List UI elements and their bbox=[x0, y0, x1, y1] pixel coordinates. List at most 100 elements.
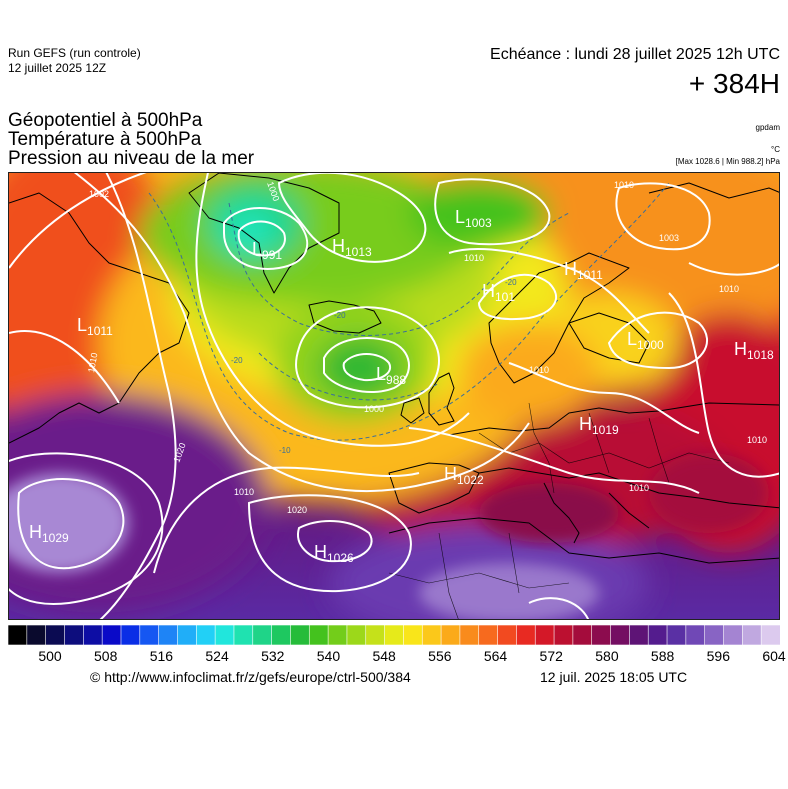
color-scale-swatch bbox=[742, 624, 762, 646]
generation-timestamp: 12 juil. 2025 18:05 UTC bbox=[540, 669, 688, 685]
pressure-center-h-1019: H1019 bbox=[579, 414, 619, 437]
pressure-center-l-991: L991 bbox=[252, 239, 282, 262]
parameter-pressure: Pression au niveau de la mer bbox=[8, 148, 255, 169]
pressure-extremes: [Max 1028.6 | Min 988.2] hPa bbox=[675, 157, 780, 166]
isobar-label: 1010 bbox=[529, 365, 549, 375]
color-scale-swatch bbox=[45, 624, 66, 646]
color-scale-swatch bbox=[26, 624, 47, 646]
isobar-label: 1010 bbox=[719, 284, 739, 294]
weather-map-canvas: H1029 H1026 H1022 H1019 H1018 H1013 H101… bbox=[9, 173, 779, 619]
isotherms bbox=[148, 182, 670, 441]
isobar-label: 1000 bbox=[364, 404, 384, 414]
isotherm-label: -20 bbox=[505, 278, 517, 287]
color-scale-swatch bbox=[158, 624, 179, 646]
color-scale-swatch bbox=[308, 624, 329, 646]
color-scale-swatch bbox=[685, 624, 706, 646]
color-scale-tick-label: 572 bbox=[539, 648, 563, 664]
color-scale-swatch bbox=[139, 624, 160, 646]
isobars bbox=[9, 173, 779, 619]
color-scale-swatch bbox=[64, 624, 85, 646]
pressure-center-h-1026: H1026 bbox=[314, 542, 354, 565]
color-scale-swatch bbox=[83, 624, 103, 646]
color-scale-swatch bbox=[629, 624, 649, 646]
color-scale-swatch bbox=[591, 624, 612, 646]
color-scale-swatch bbox=[497, 624, 518, 646]
color-scale-tick-label: 604 bbox=[762, 648, 786, 664]
forecast-horizon: + 384H bbox=[688, 68, 780, 99]
color-scale-swatch bbox=[252, 624, 273, 646]
color-scale-tick-label: 500 bbox=[38, 648, 62, 664]
isobar-label: 1020 bbox=[287, 505, 307, 515]
color-scale-swatch bbox=[7, 624, 28, 646]
isobar-label: 1002 bbox=[89, 189, 109, 199]
pressure-center-h-1022: H1022 bbox=[444, 464, 484, 487]
color-scale-tick-label: 516 bbox=[149, 648, 174, 664]
color-scale-swatch bbox=[610, 624, 631, 646]
color-scale-swatch bbox=[271, 624, 292, 646]
color-scale-tick-label: 596 bbox=[706, 648, 730, 664]
color-scale-swatch bbox=[421, 624, 442, 646]
color-scale-svg bbox=[7, 624, 781, 646]
run-name: Run GEFS (run controle) bbox=[8, 46, 141, 60]
parameter-geopotential: Géopotentiel à 500hPa bbox=[8, 110, 203, 131]
color-scale-swatch bbox=[384, 624, 405, 646]
color-scale-swatch bbox=[553, 624, 574, 646]
color-scale-tick-label: 548 bbox=[372, 648, 396, 664]
isotherm-label: -20 bbox=[231, 356, 243, 365]
pressure-centers: H1029 H1026 H1022 H1019 H1018 H1013 H101… bbox=[29, 207, 774, 565]
color-scale-swatch bbox=[403, 624, 424, 646]
color-scale-swatch bbox=[704, 624, 725, 646]
forecast-valid-time: Echéance : lundi 28 juillet 2025 12h UTC bbox=[490, 46, 780, 63]
color-scale-swatch bbox=[214, 624, 235, 646]
color-scale-tick-label: 508 bbox=[94, 648, 118, 664]
isobar-label: 1010 bbox=[234, 487, 254, 497]
color-scale-swatch bbox=[459, 624, 480, 646]
color-scale-bar bbox=[7, 624, 781, 646]
color-scale-swatch bbox=[195, 624, 216, 646]
isotherm-label: -20 bbox=[334, 311, 346, 320]
isobar-label: 1010 bbox=[464, 253, 484, 263]
pressure-center-h-1013: H1013 bbox=[332, 236, 372, 259]
coastlines bbox=[9, 173, 779, 564]
color-scale-tick-label: 532 bbox=[261, 648, 285, 664]
color-scale-tick-label: 564 bbox=[483, 648, 508, 664]
run-date: 12 juillet 2025 12Z bbox=[8, 61, 107, 75]
color-scale-ticks: 500 508 516 524 532 540 548 556 564 572 580 588 596 6… bbox=[8, 648, 785, 666]
color-scale-tick-label: 580 bbox=[595, 648, 619, 664]
isobar-label: 1010 bbox=[629, 483, 649, 493]
color-scale-swatch bbox=[666, 624, 687, 646]
geopotential-field bbox=[9, 173, 779, 619]
isobar-label: 1010 bbox=[614, 180, 634, 190]
color-scale-swatch bbox=[327, 624, 348, 646]
color-scale-swatch bbox=[760, 624, 781, 646]
unit-temperature: °C bbox=[771, 145, 780, 154]
source-credit: © http://www.infoclimat.fr/z/gefs/europe… bbox=[90, 669, 411, 685]
pressure-center-h-101: H101 bbox=[482, 281, 515, 304]
color-scale-swatch bbox=[572, 624, 593, 646]
pressure-center-h-1011: H1011 bbox=[564, 259, 603, 282]
isotherm-label: -10 bbox=[279, 446, 291, 455]
country-borders bbox=[388, 402, 730, 619]
color-scale-swatch bbox=[346, 624, 367, 646]
color-scale-swatch bbox=[233, 624, 254, 646]
pressure-center-h-1018: H1018 bbox=[734, 339, 774, 362]
color-scale-tick-label: 556 bbox=[428, 648, 452, 664]
color-scale-swatch bbox=[516, 624, 537, 646]
color-scale-swatch bbox=[534, 624, 555, 646]
isobar-labels: 1002 1010 1020 1000 1010 1020 1010 1003 … bbox=[86, 180, 767, 515]
pressure-center-l-1000: L1000 bbox=[627, 329, 664, 352]
pressure-center-l-1011: L1011 bbox=[77, 315, 113, 338]
isotherm-labels: -20 -20 -20 -10 bbox=[231, 278, 517, 455]
color-scale-swatch bbox=[723, 624, 744, 646]
pressure-center-l-1003: L1003 bbox=[455, 207, 492, 230]
isobar-label: 1010 bbox=[747, 435, 767, 445]
color-scale-tick-label: 540 bbox=[316, 648, 341, 664]
pressure-center-l-988: L988 bbox=[376, 364, 406, 387]
isobar-label: 1003 bbox=[659, 233, 679, 243]
isobar-label: 1010 bbox=[86, 352, 99, 373]
weather-map: H1029 H1026 H1022 H1019 H1018 H1013 H101… bbox=[8, 172, 780, 620]
color-scale-swatch bbox=[647, 624, 668, 646]
color-scale-tick-label: 524 bbox=[205, 648, 229, 664]
color-scale-swatch bbox=[440, 624, 461, 646]
color-scale-swatch bbox=[365, 624, 386, 646]
